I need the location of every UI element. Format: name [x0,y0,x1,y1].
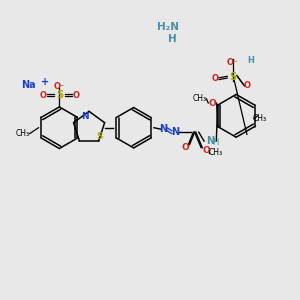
Text: N: N [171,127,179,137]
Text: CH₃: CH₃ [253,114,267,123]
Text: H: H [212,138,219,147]
Text: S: S [96,132,103,141]
Text: O: O [211,74,218,83]
Text: CH₃: CH₃ [16,129,30,138]
Text: O⁻: O⁻ [227,58,238,67]
Text: Na: Na [21,80,35,90]
Text: H: H [168,34,177,44]
Text: S: S [229,72,236,82]
Text: O: O [202,146,210,154]
Text: O: O [72,91,79,100]
Text: O: O [244,81,251,90]
Text: O: O [208,98,216,107]
Text: CH₃: CH₃ [193,94,207,103]
Text: N: N [81,112,89,121]
Text: N: N [159,124,167,134]
Text: O⁻: O⁻ [54,82,65,91]
Text: H₂N: H₂N [157,22,179,32]
Text: +: + [41,77,50,87]
Text: S: S [56,90,63,100]
Text: CH₃: CH₃ [208,148,223,158]
Text: O: O [181,142,189,152]
Text: H: H [248,56,254,65]
Text: O: O [40,91,46,100]
Text: N: N [206,136,214,146]
